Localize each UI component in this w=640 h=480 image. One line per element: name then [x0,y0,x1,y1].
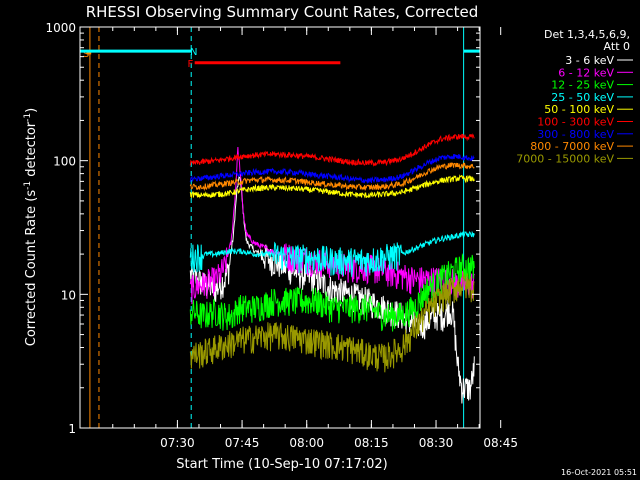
plot-area: S NF [80,27,480,428]
legend-label: 300 - 800 keV [537,128,614,141]
series-line [189,252,475,332]
chart-title: RHESSI Observing Summary Count Rates, Co… [86,3,479,21]
legend-label: 12 - 25 keV [551,79,614,92]
x-axis-label: Start Time (10-Sep-10 07:17:02) [176,457,387,472]
legend-label: 100 - 300 keV [537,116,614,129]
flag-label: N [190,47,197,58]
series-line [189,176,475,404]
x-tick-label: 08:30 [419,436,454,450]
legend-header-2: Att 0 [604,40,630,53]
flag-label: S [83,49,89,60]
legend-label: 800 - 7000 keV [530,140,614,153]
plot-frame [79,26,481,429]
x-tick-label: 07:30 [160,436,195,450]
footer-timestamp: 16-Oct-2021 05:51 [561,468,637,477]
y-tick-label: 10 [61,288,76,302]
legend-label: 7000 - 15000 keV [516,152,614,165]
legend-label: 6 - 12 keV [558,66,614,79]
flag-label: F [187,59,193,70]
x-tick-label: 07:45 [225,436,260,450]
y-tick-label: 100 [53,155,76,169]
legend-label: 50 - 100 keV [544,103,614,116]
x-tick-label: 08:00 [289,436,324,450]
y-axis-label: Corrected Count Rate (s-1 detector-1) [23,108,39,346]
x-tick-label: 08:45 [483,436,518,450]
series-line [189,272,475,373]
series-line [189,162,475,192]
x-tick-label: 08:15 [354,436,389,450]
series-line [189,230,475,277]
legend-label: 25 - 50 keV [551,91,614,104]
series-line [189,174,475,199]
y-tick-label: 1 [68,422,76,436]
legend-header-1: Det 1,3,4,5,6,9, [544,28,630,41]
legend-label: 3 - 6 keV [565,54,614,67]
series-line [189,133,475,167]
y-tick-label: 1000 [45,21,76,35]
series-line [189,153,475,185]
